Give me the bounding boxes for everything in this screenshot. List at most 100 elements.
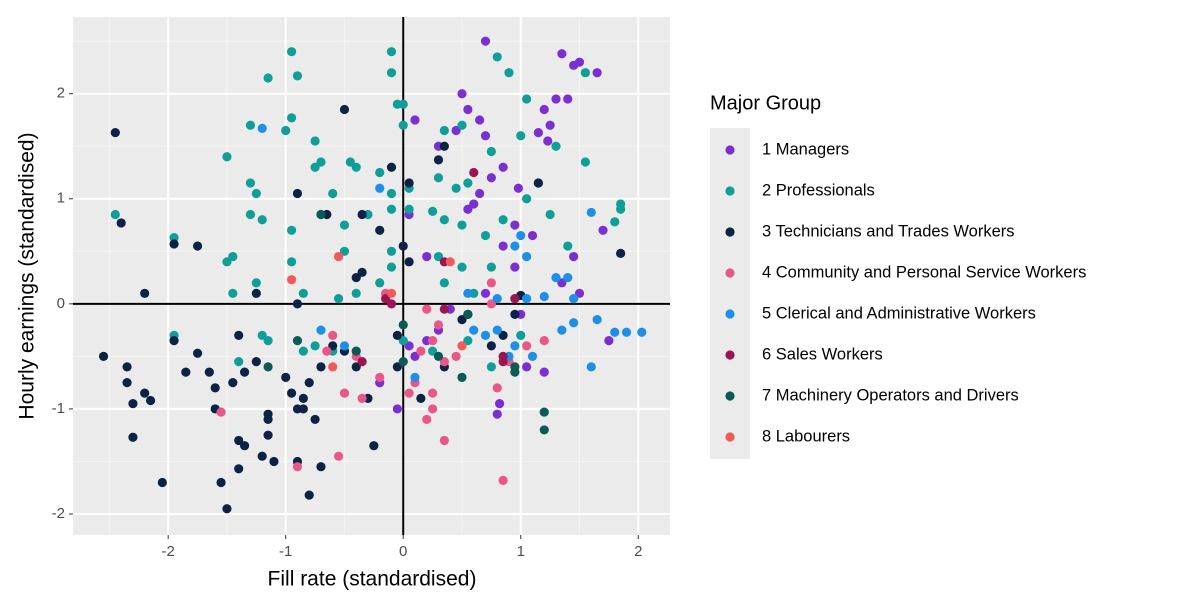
point	[169, 233, 179, 243]
point	[351, 272, 361, 283]
point	[322, 346, 332, 356]
point	[504, 68, 514, 78]
point	[469, 325, 479, 335]
point	[204, 367, 214, 377]
point	[316, 462, 326, 472]
point	[510, 362, 520, 372]
point	[543, 136, 553, 146]
legend-key	[725, 227, 735, 237]
y-tick-label: 0	[57, 295, 65, 312]
point	[522, 341, 532, 351]
point	[569, 318, 579, 328]
point	[192, 348, 203, 358]
point	[510, 293, 520, 304]
point	[510, 220, 520, 230]
legend-key	[725, 186, 735, 196]
point	[251, 288, 261, 298]
point	[286, 388, 297, 398]
point	[357, 357, 367, 367]
point	[533, 127, 543, 138]
point	[281, 372, 291, 382]
legend-key	[725, 145, 735, 155]
point	[457, 220, 467, 230]
point	[375, 372, 385, 382]
point	[616, 204, 626, 214]
point	[486, 299, 496, 309]
point	[345, 157, 355, 167]
point	[480, 131, 491, 141]
point	[551, 272, 561, 283]
legend-title: Major Group	[710, 92, 821, 114]
point	[245, 209, 256, 220]
point	[410, 372, 420, 382]
point	[492, 52, 502, 62]
legend-label: 4 Community and Personal Service Workers	[762, 263, 1086, 281]
point	[357, 393, 367, 404]
point	[257, 123, 267, 133]
point	[439, 435, 449, 446]
point	[328, 341, 338, 351]
point	[494, 399, 505, 409]
point	[263, 409, 273, 419]
point	[539, 291, 549, 302]
point	[122, 362, 132, 372]
point	[263, 430, 273, 440]
point	[222, 504, 232, 514]
point	[269, 456, 279, 467]
point	[510, 241, 520, 251]
point	[569, 251, 579, 262]
point	[486, 173, 496, 183]
point	[498, 351, 508, 361]
point	[351, 362, 361, 372]
point	[304, 378, 314, 388]
point	[386, 262, 397, 272]
point	[169, 336, 179, 346]
point	[110, 127, 120, 138]
point	[516, 330, 526, 340]
y-tick-label: 2	[57, 85, 65, 102]
point	[251, 278, 261, 288]
point	[410, 115, 420, 125]
point	[316, 157, 326, 167]
point	[527, 230, 538, 241]
legend-label: 1 Managers	[762, 140, 849, 158]
point	[328, 188, 338, 199]
axes: -2 -1 0 1 2 -2 -1 0 1 2	[52, 85, 643, 560]
point	[457, 341, 467, 351]
point	[292, 462, 303, 472]
point	[463, 336, 473, 346]
point	[339, 341, 350, 351]
point	[140, 388, 150, 398]
point	[292, 299, 303, 309]
point	[375, 183, 385, 193]
x-tick-label: -2	[162, 543, 175, 560]
point	[228, 288, 238, 298]
point	[522, 293, 532, 304]
point	[234, 464, 244, 474]
point	[263, 336, 273, 346]
point	[386, 188, 397, 199]
point	[398, 357, 408, 367]
point	[557, 49, 567, 59]
point	[480, 230, 491, 241]
point	[580, 68, 590, 78]
point	[451, 351, 461, 361]
point	[604, 336, 614, 346]
point	[492, 325, 502, 335]
point	[457, 120, 467, 130]
legend-label: 2 Professionals	[762, 181, 875, 199]
point	[463, 309, 473, 319]
point	[557, 278, 567, 288]
point	[98, 351, 109, 361]
point	[245, 120, 256, 130]
point	[328, 362, 338, 372]
point	[439, 357, 449, 367]
point	[463, 288, 473, 298]
point	[386, 204, 397, 214]
point	[463, 178, 473, 188]
point	[580, 157, 590, 167]
point	[586, 362, 596, 372]
legend-key	[725, 350, 735, 360]
legend-label: 5 Clerical and Administrative Workers	[762, 304, 1036, 322]
point	[251, 357, 261, 367]
